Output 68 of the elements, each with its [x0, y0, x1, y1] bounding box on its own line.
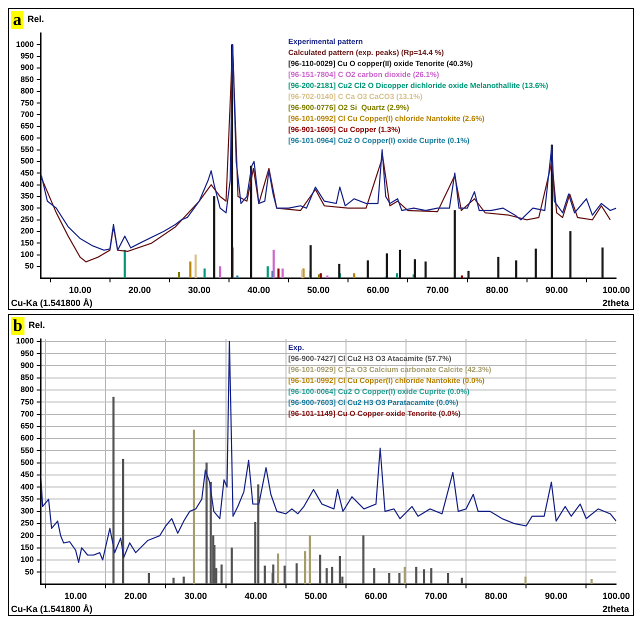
x-tick-label: 20.00	[128, 285, 151, 296]
y-tick-label: 200	[20, 530, 34, 540]
y-tick-label: 950	[20, 52, 34, 61]
x-tick-label: 30.00	[184, 591, 208, 602]
y-tick-label: 250	[20, 215, 34, 224]
y-tick-label: 100	[20, 555, 34, 564]
x-tick-label: 100.00	[602, 285, 630, 296]
y-tick-label: 550	[20, 446, 34, 455]
y-tick-label: 1000	[16, 336, 34, 346]
x-tick-label: 80.00	[486, 285, 508, 296]
y-axis-title: Rel.	[28, 320, 45, 330]
y-tick-label: 1000	[16, 40, 34, 49]
y-tick-label: 300	[20, 203, 34, 212]
y-tick-label: 450	[20, 168, 34, 178]
y-tick-label: 900	[20, 360, 34, 370]
chart-title: b	[13, 316, 22, 335]
x-tick-label: 80.00	[484, 591, 508, 602]
y-tick-label: 350	[20, 192, 34, 201]
x-tick-label: 10.00	[68, 285, 92, 296]
x-tick-label: 60.00	[366, 285, 390, 296]
y-tick-label: 900	[20, 63, 34, 72]
x-tick-label: 70.00	[426, 285, 449, 296]
x-tick-label: 40.00	[244, 591, 268, 602]
text: Cu-Ka (1.541800 Å)	[11, 604, 93, 614]
x-tick-label: 30.00	[188, 285, 211, 296]
x-tick-label: 90.00	[544, 591, 568, 602]
y-tick-label: 300	[20, 506, 34, 516]
x-tick-label: 90.00	[545, 285, 568, 296]
y-tick-label: 450	[20, 470, 34, 480]
y-tick-label: 400	[20, 180, 34, 189]
x-axis-title: 2theta	[602, 604, 630, 614]
y-tick-label: 700	[20, 110, 34, 119]
chart-title: a	[13, 10, 22, 29]
x-tick-label: 50.00	[307, 285, 330, 296]
y-tick-label: 350	[20, 494, 34, 504]
y-tick-label: 800	[20, 86, 34, 96]
y-tick-label: 400	[20, 482, 34, 492]
y-tick-label: 650	[20, 122, 34, 131]
x-axis-title: 2theta	[602, 298, 630, 308]
y-tick-label: 200	[20, 226, 34, 236]
x-tick-label: 20.00	[124, 591, 147, 602]
y-tick-label: 750	[20, 397, 34, 406]
y-tick-label: 500	[20, 156, 34, 166]
text: Cu-Ka (1.541800 Å)	[11, 298, 93, 308]
y-tick-label: 500	[20, 458, 34, 468]
y-tick-label: 650	[20, 422, 34, 431]
x-tick-label: 50.00	[304, 591, 328, 602]
y-tick-label: 150	[20, 238, 34, 248]
y-axis-title: Rel.	[28, 14, 44, 24]
y-tick-label: 600	[20, 434, 34, 443]
x-tick-label: 40.00	[248, 285, 270, 296]
x-tick-label: 60.00	[364, 591, 388, 602]
y-tick-label: 50	[24, 567, 34, 576]
x-tick-label: 100.00	[602, 591, 630, 602]
y-tick-label: 800	[20, 385, 34, 394]
y-tick-label: 950	[20, 348, 34, 358]
y-tick-label: 50	[24, 262, 34, 271]
y-tick-label: 850	[20, 74, 34, 84]
y-tick-label: 750	[20, 98, 34, 108]
y-tick-label: 150	[20, 542, 34, 552]
y-tick-label: 550	[20, 144, 34, 154]
y-tick-label: 600	[20, 133, 34, 142]
y-tick-label: 250	[20, 518, 34, 528]
y-tick-label: 700	[20, 409, 34, 418]
y-tick-label: 100	[20, 250, 34, 260]
y-tick-label: 850	[20, 373, 34, 382]
x-tick-label: 70.00	[424, 591, 448, 602]
x-tick-label: 10.00	[64, 591, 87, 602]
